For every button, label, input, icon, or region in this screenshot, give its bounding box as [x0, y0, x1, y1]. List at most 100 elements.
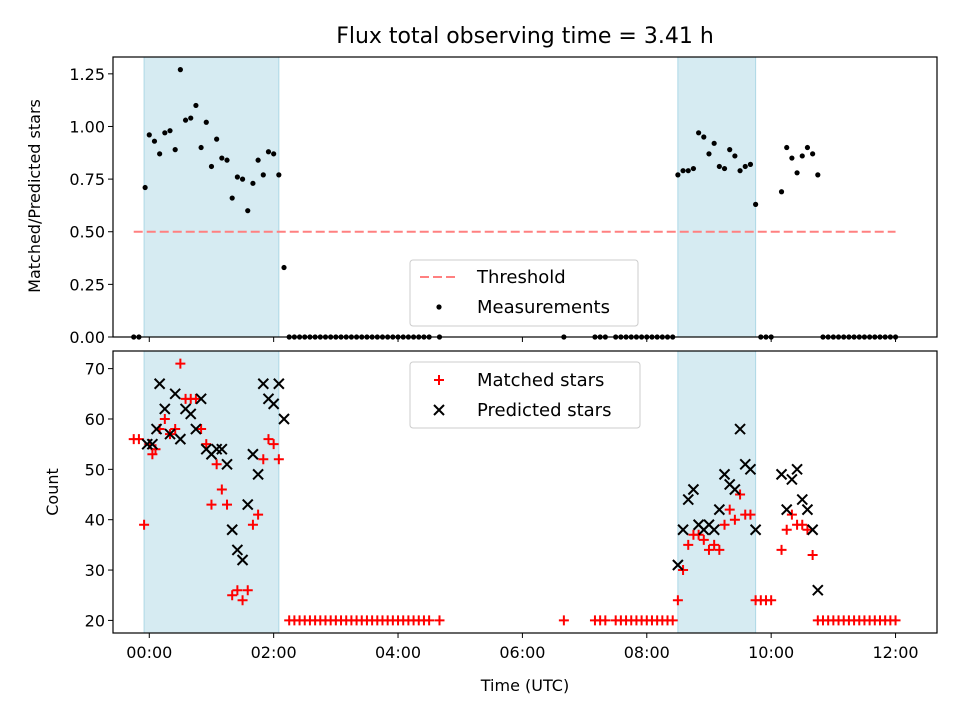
predicted-stars-point [273, 378, 285, 390]
predicted-stars-point [267, 398, 280, 410]
matched-stars-point [196, 424, 207, 435]
predicted-stars-point [791, 463, 803, 476]
measurement-point [753, 201, 759, 207]
matched-stars-point [227, 590, 238, 601]
predicted-stars-point [749, 524, 762, 536]
matched-stars-point [434, 615, 445, 626]
matched-stars-point [159, 413, 170, 424]
y-tick-label: 1.00 [69, 117, 105, 136]
predicted-stars-point [169, 388, 181, 400]
legend-predicted-label: Predicted stars [477, 400, 611, 421]
legend-box [409, 361, 641, 429]
measurement-point [167, 128, 173, 134]
predicted-stars-point [153, 378, 166, 390]
predicted-stars-point [236, 554, 249, 566]
matched-stars-point [268, 439, 279, 450]
matched-stars-point [201, 439, 212, 450]
measurement-point [675, 172, 681, 178]
measurement-point [727, 147, 733, 153]
measurement-point [162, 130, 168, 136]
legend-measurements-swatch [436, 304, 442, 310]
legend-matched-label: Matched stars [477, 370, 604, 391]
predicted-stars-point [221, 458, 233, 471]
predicted-stars-point [185, 408, 197, 420]
matched-stars-point [776, 544, 787, 555]
matched-stars-point [558, 615, 569, 626]
measurement-point [265, 149, 272, 155]
measurement-point [172, 147, 178, 153]
x-tick-label: 08:00 [624, 643, 670, 662]
y-tick-label: 1.25 [69, 65, 105, 84]
x-tick-label: 12:00 [872, 643, 918, 662]
matched-stars-point [667, 615, 678, 626]
legend-bottom: Matched stars Predicted stars [409, 361, 641, 429]
predicted-stars-point [806, 524, 819, 536]
measurement-point [198, 144, 204, 151]
measurement-point [789, 155, 795, 161]
matched-stars-point [273, 454, 284, 465]
top-y-axis-label: Matched/Predicted stars [25, 99, 44, 293]
matched-stars-point [253, 509, 264, 520]
predicted-stars-point [801, 503, 814, 516]
x-tick-label: 06:00 [499, 643, 545, 662]
matched-stars-point [263, 434, 274, 445]
measurement-point [229, 195, 235, 201]
matched-stars-point [786, 509, 797, 520]
y-tick-label: 0.75 [69, 170, 105, 189]
measurement-point [151, 138, 158, 144]
predicted-stars-point [257, 378, 269, 390]
matched-stars-point [729, 514, 740, 525]
y-tick-label: 40 [85, 511, 105, 530]
predicted-stars-point [150, 423, 163, 435]
predicted-stars-point [278, 413, 290, 425]
y-tick-label: 30 [85, 561, 105, 580]
predicted-stars-point [231, 544, 244, 556]
matched-stars-point [745, 509, 756, 520]
matched-stars-point [222, 499, 233, 510]
measurement-point [255, 157, 261, 163]
matched-stars-point [170, 424, 181, 435]
matched-stars-point [678, 565, 689, 576]
measurement-point [260, 172, 266, 178]
matched-stars-point [797, 519, 808, 530]
matched-stars-point [709, 539, 720, 550]
measurement-point [778, 189, 785, 195]
matched-stars-point [698, 534, 709, 545]
measurement-point [815, 172, 821, 178]
shaded-interval [143, 350, 280, 634]
predicted-stars-point [708, 524, 720, 536]
predicted-stars-point [677, 524, 689, 536]
matched-stars-point [714, 544, 725, 555]
predicted-stars-point [174, 433, 187, 445]
predicted-stars-point [713, 503, 726, 516]
x-axis-label: Time (UTC) [480, 676, 569, 695]
predicted-stars-point [812, 584, 824, 596]
measurement-point [219, 155, 225, 161]
measurement-point [142, 184, 148, 191]
measurement-point [721, 165, 728, 172]
predicted-stars-point [164, 428, 176, 440]
x-tick-label: 00:00 [126, 643, 172, 662]
predicted-stars-point [796, 493, 808, 506]
matched-stars-point [807, 549, 818, 560]
predicted-stars-point [159, 403, 171, 415]
measurement-point [276, 172, 282, 178]
predicted-stars-point [146, 438, 159, 450]
matched-stars-point [206, 499, 217, 510]
predicted-stars-point [729, 483, 741, 496]
bottom-y-axis-label: Count [43, 468, 62, 516]
shaded-interval [143, 56, 280, 338]
matched-stars-point [247, 519, 258, 530]
x-tick-label: 02:00 [251, 643, 297, 662]
matched-stars-point [139, 519, 150, 530]
measurement-point [685, 168, 691, 174]
legend-box [409, 259, 639, 327]
legend-measurements-label: Measurements [477, 297, 610, 318]
predicted-stars-point [195, 393, 207, 405]
y-tick-label: 0.50 [69, 223, 105, 242]
legend-predicted-swatch [433, 404, 445, 416]
y-tick-label: 0.25 [69, 275, 105, 294]
measurement-point [234, 174, 240, 180]
x-tick-label: 10:00 [748, 643, 794, 662]
